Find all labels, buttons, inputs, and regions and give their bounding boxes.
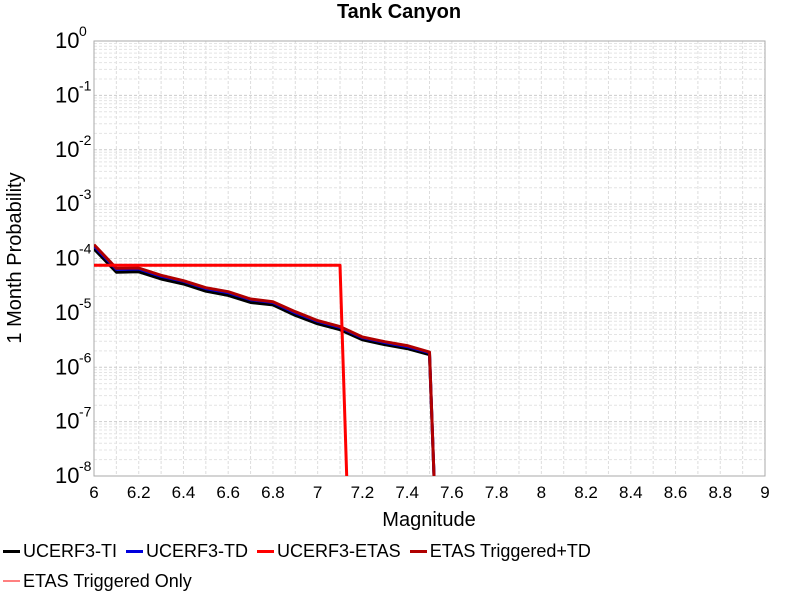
y-tick-base: 10: [55, 300, 79, 325]
legend-swatch-etas-triggered-only: [3, 580, 20, 582]
x-tick-label: 9: [760, 483, 769, 502]
y-tick-base: 10: [55, 246, 79, 271]
y-tick-exponent: -8: [79, 458, 92, 474]
chart: Tank Canyon 6 6.2 6.4 6.6 6.8 7 7.2 7.4 7.6 7.8 8 8…: [4, 1, 770, 531]
x-tick-label: 6: [89, 483, 98, 502]
y-tick-base: 10: [55, 28, 79, 53]
x-tick-label: 7.2: [351, 483, 375, 502]
x-tick-label: 7.4: [395, 483, 419, 502]
x-tick-label: 6.4: [172, 483, 196, 502]
legend-swatch-ucerf3-td: [126, 549, 143, 553]
y-axis-label: 1 Month Probability: [4, 172, 26, 343]
legend-item-ucerf3-etas: UCERF3-ETAS: [254, 541, 401, 562]
legend-item-ucerf3-ti: UCERF3-TI: [0, 541, 117, 562]
legend-row: ETAS Triggered Only: [0, 566, 800, 596]
y-tick-base: 10: [55, 354, 79, 379]
x-tick-label: 6.8: [261, 483, 285, 502]
x-tick-label: 8.8: [708, 483, 732, 502]
y-tick-exponent: -7: [79, 404, 92, 420]
legend-label-ucerf3-td: UCERF3-TD: [146, 540, 248, 561]
legend-label-ucerf3-ti: UCERF3-TI: [23, 540, 117, 561]
chart-title: Tank Canyon: [337, 1, 461, 23]
series-line-ucerf3-ti: [94, 247, 436, 476]
legend-swatch-etas-triggered-td: [409, 549, 427, 553]
y-tick-label: 10 -5: [55, 295, 92, 325]
y-tick-label: 10 0: [55, 23, 87, 53]
y-tick-label: 10 -4: [55, 241, 92, 271]
x-tick-label: 8.4: [619, 483, 643, 502]
y-tick-label: 10 -1: [55, 77, 92, 107]
x-tick-label: 7.8: [485, 483, 509, 502]
plot-area-border: [93, 40, 766, 477]
y-tick-base: 10: [55, 137, 79, 162]
legend: UCERF3-TI UCERF3-TD UCERF3-ETAS ETAS Tri…: [0, 536, 800, 596]
legend-swatch-ucerf3-ti: [3, 549, 20, 553]
x-axis-label: Magnitude: [382, 509, 475, 531]
y-tick-exponent: -6: [79, 349, 92, 365]
legend-item-etas-triggered-only: ETAS Triggered Only: [0, 571, 192, 592]
y-tick-label: 10 -6: [55, 349, 92, 379]
x-tick-label: 6.2: [127, 483, 151, 502]
y-tick-base: 10: [55, 191, 79, 216]
series-line-ucerf3-etas: [94, 263, 349, 476]
x-tick-label: 8.2: [574, 483, 598, 502]
y-tick-label: 10 -8: [55, 458, 92, 488]
y-tick-base: 10: [55, 409, 79, 434]
legend-row: UCERF3-TI UCERF3-TD UCERF3-ETAS ETAS Tri…: [0, 536, 800, 566]
series-line-etas-triggered-td: [94, 243, 436, 476]
legend-swatch-ucerf3-etas: [257, 549, 274, 553]
legend-item-etas-triggered-td: ETAS Triggered+TD: [407, 541, 591, 562]
y-tick-exponent: -2: [79, 132, 92, 148]
y-tick-label: 10 -2: [55, 132, 92, 162]
x-tick-label: 7.6: [440, 483, 464, 502]
x-tick-labels: 6 6.2 6.4 6.6 6.8 7 7.2 7.4 7.6 7.8 8 8.2 8.4 8.6 8.8 9: [89, 483, 769, 502]
y-tick-exponent: -1: [79, 77, 92, 93]
legend-label-etas-triggered-only: ETAS Triggered Only: [23, 570, 192, 591]
series-lines: [94, 243, 436, 476]
y-tick-exponent: -4: [79, 241, 92, 257]
legend-label-ucerf3-etas: UCERF3-ETAS: [277, 540, 401, 561]
legend-item-ucerf3-td: UCERF3-TD: [123, 541, 248, 562]
y-tick-exponent: -3: [79, 186, 92, 202]
y-tick-base: 10: [55, 82, 79, 107]
y-tick-exponent: 0: [79, 23, 87, 39]
y-tick-label: 10 -7: [55, 404, 92, 434]
y-tick-label: 10 -3: [55, 186, 92, 216]
y-tick-exponent: -5: [79, 295, 92, 311]
x-tick-label: 8: [537, 483, 546, 502]
x-tick-label: 7: [313, 483, 322, 502]
y-tick-base: 10: [55, 463, 79, 488]
legend-label-etas-triggered-td: ETAS Triggered+TD: [429, 540, 591, 561]
grid: [93, 41, 766, 477]
x-tick-label: 8.6: [664, 483, 688, 502]
x-tick-label: 6.6: [216, 483, 240, 502]
